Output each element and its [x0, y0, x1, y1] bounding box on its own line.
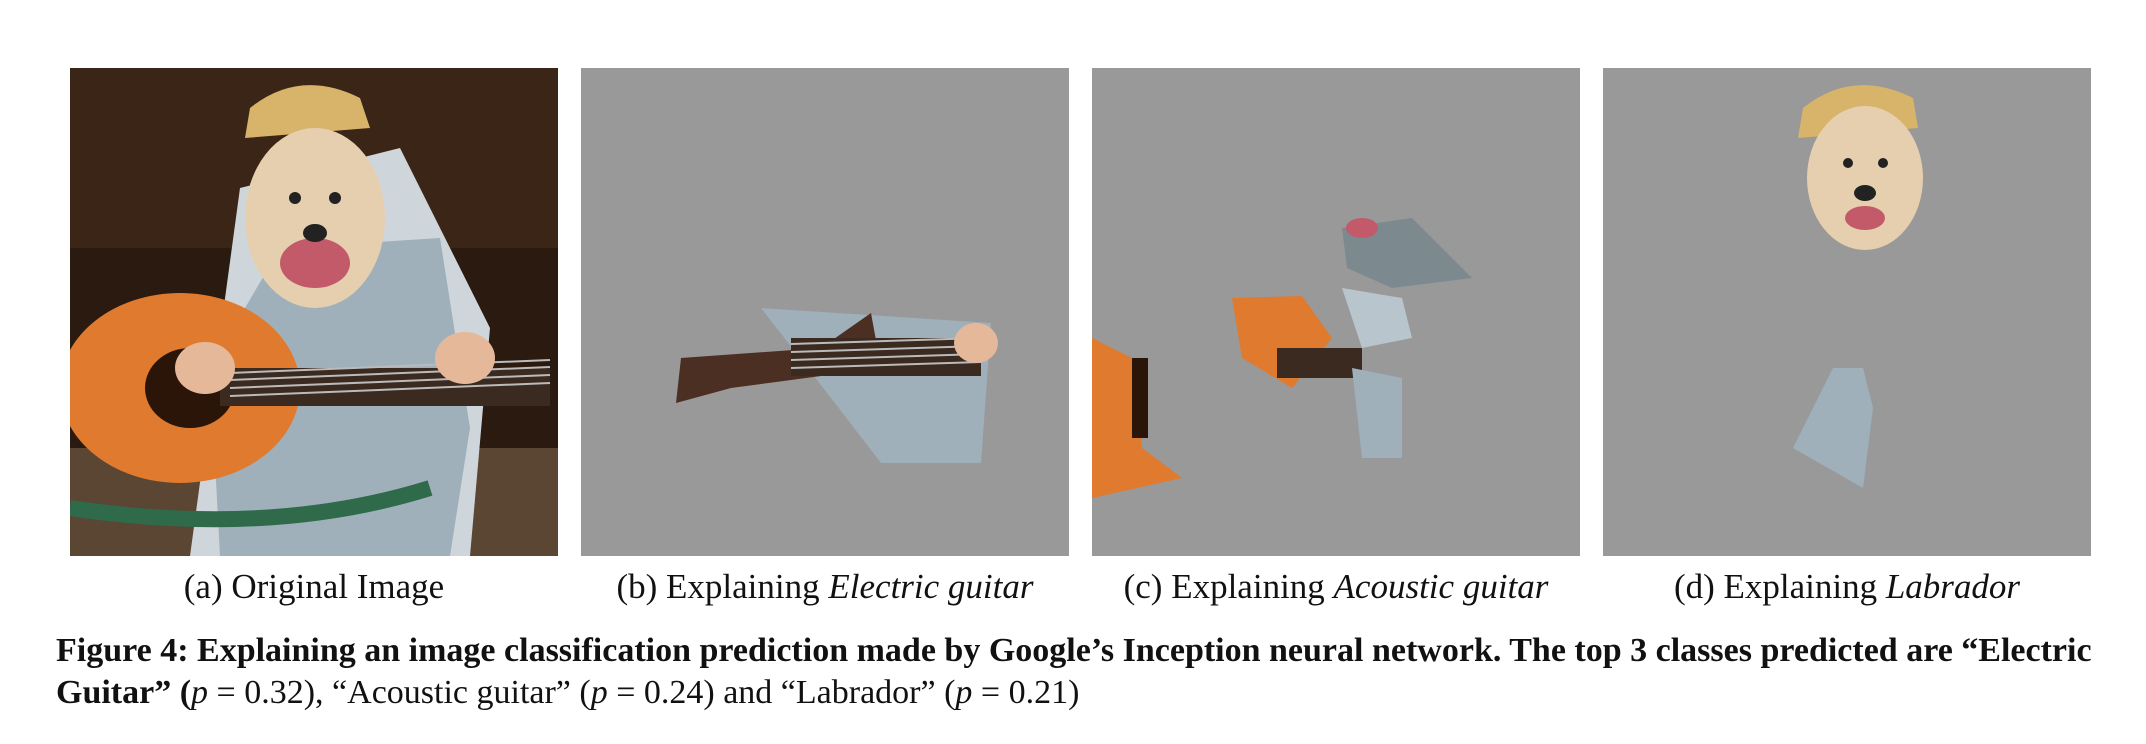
explanation-acoustic-guitar [1092, 68, 1580, 556]
explanation-electric-guitar [581, 68, 1069, 556]
masked-image-acoustic-guitar [1092, 68, 1580, 556]
figure-caption: Figure 4: Explaining an image classifica… [56, 632, 2092, 711]
panel-b-caption: (b) Explaining Electric guitar [616, 567, 1034, 606]
explanation-labrador [1603, 68, 2091, 556]
panel-a-caption: (a) Original Image [183, 567, 445, 606]
masked-image-electric-guitar [581, 68, 1069, 556]
masked-image-labrador [1603, 68, 2091, 556]
original-image [70, 68, 558, 556]
panel-d-caption: (d) Explaining Labrador [1673, 567, 2021, 606]
panel-c-caption: (c) Explaining Acoustic guitar [1123, 567, 1549, 606]
dog-guitar-photo [70, 68, 558, 556]
